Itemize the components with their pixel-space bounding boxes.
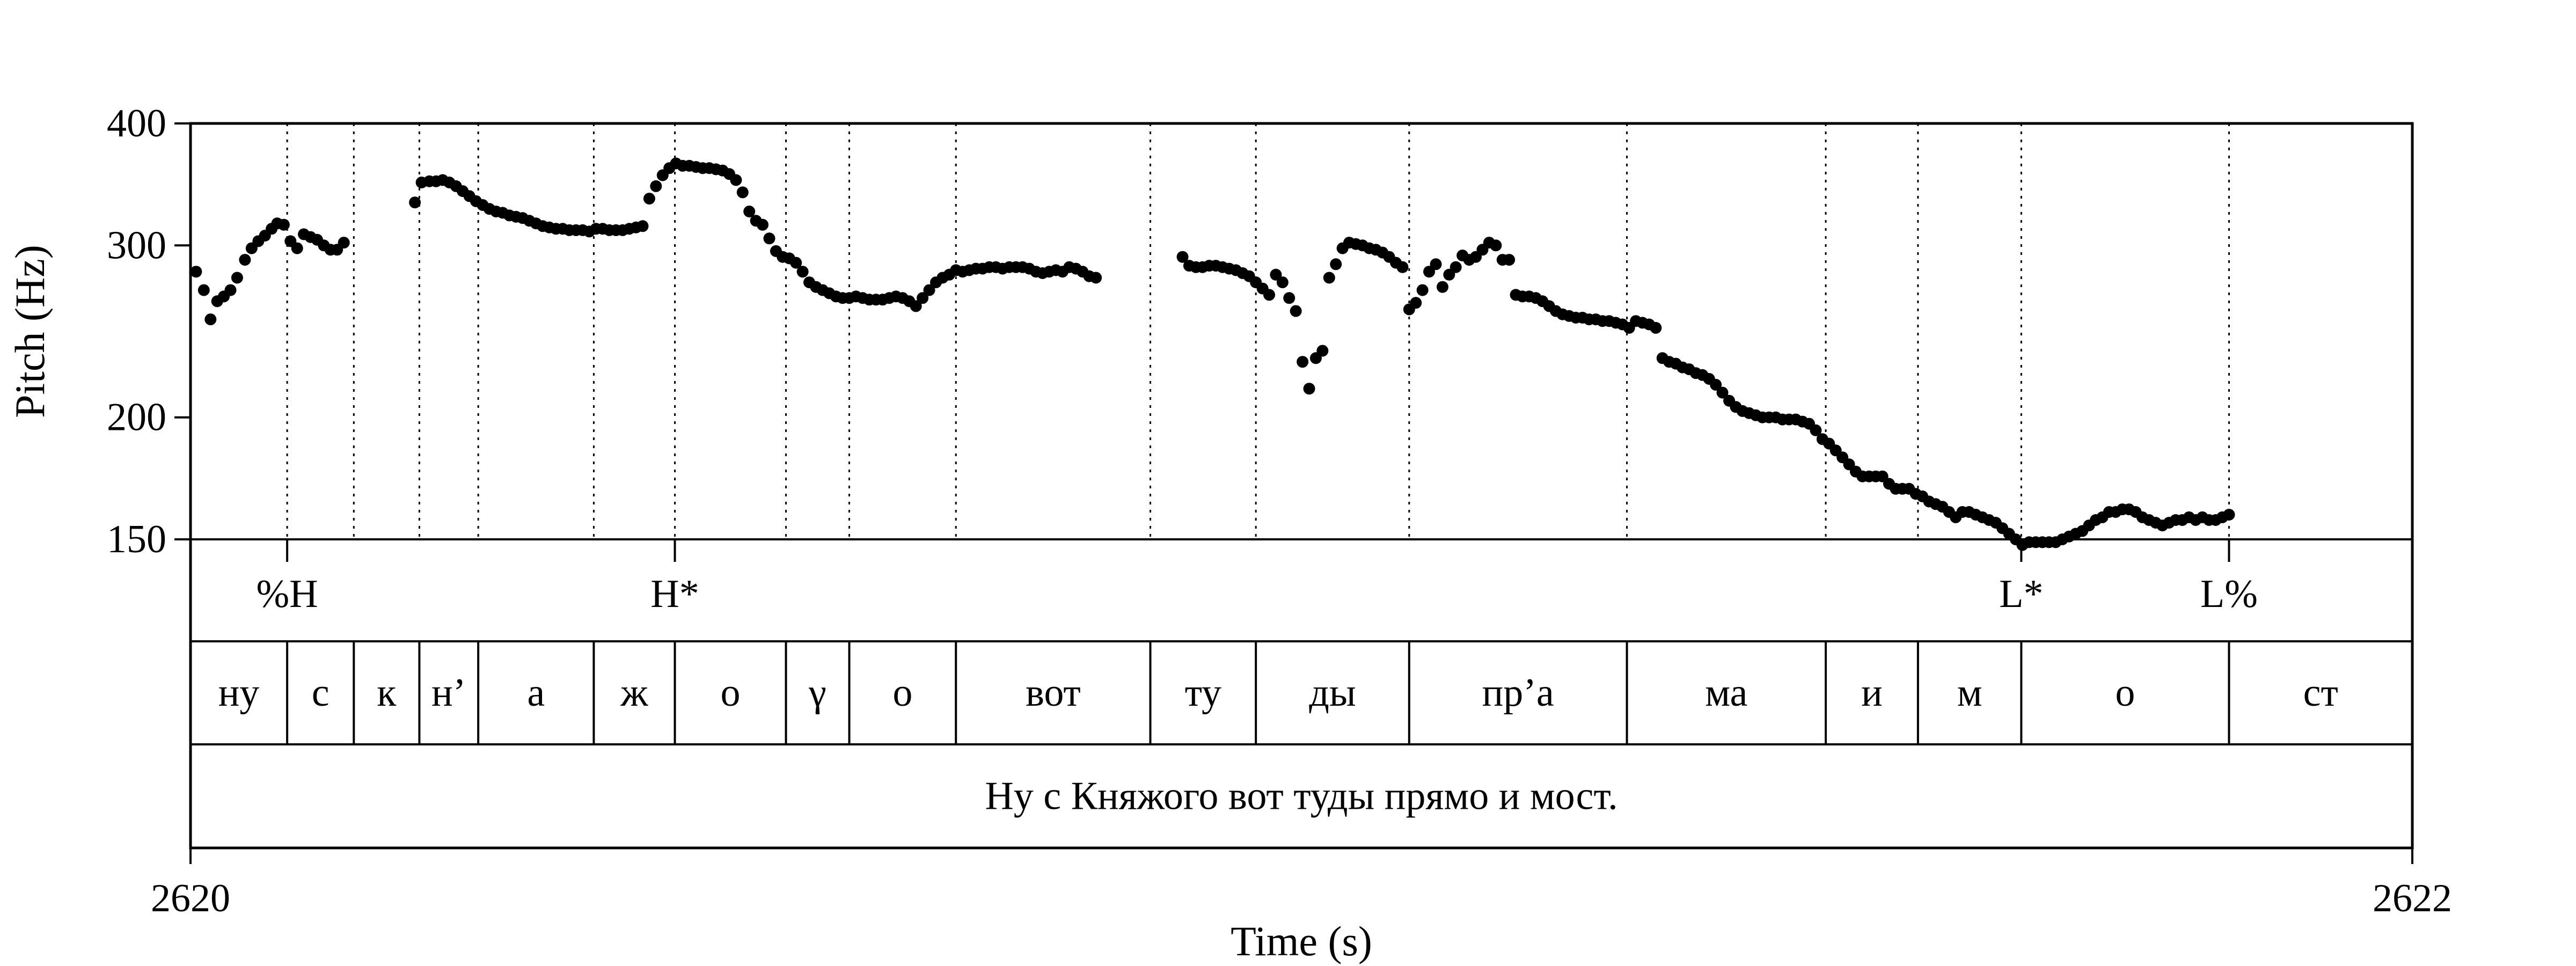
tone-label: L* xyxy=(1999,572,2043,616)
pitch-point xyxy=(277,218,290,231)
pitch-point xyxy=(231,272,243,284)
segment-label: γ xyxy=(808,671,826,715)
segment-label: о xyxy=(2115,671,2135,715)
pitch-point xyxy=(736,186,749,199)
pitch-point xyxy=(2223,509,2235,521)
pitch-point xyxy=(1270,268,1282,281)
pitch-points xyxy=(190,157,2235,551)
segment-label: вот xyxy=(1026,671,1081,715)
pitch-point xyxy=(910,300,922,312)
segment-label: о xyxy=(892,671,912,715)
pitch-point xyxy=(197,284,210,296)
pitch-point xyxy=(917,292,929,304)
pitch-point xyxy=(1290,305,1302,317)
pitch-point xyxy=(409,196,421,209)
pitch-point xyxy=(1503,254,1516,266)
tone-label: %H xyxy=(257,572,318,616)
pitch-point xyxy=(1176,251,1189,263)
pitch-point xyxy=(650,180,662,192)
y-axis-title: Pitch (Hz) xyxy=(6,245,53,418)
pitch-point xyxy=(923,284,935,296)
pitch-point xyxy=(1650,321,1662,334)
pitch-point xyxy=(757,218,769,231)
segment-label: к xyxy=(377,671,397,715)
segment-label: ту xyxy=(1185,671,1221,715)
sentence-tier: Ну с Княжого вот туды прямо и мост. xyxy=(985,774,1618,818)
pitch-point xyxy=(1090,272,1102,284)
y-tick-label: 400 xyxy=(107,101,166,145)
segment-label: ж xyxy=(620,671,648,715)
pitch-point xyxy=(1396,261,1409,273)
pitch-point xyxy=(1316,345,1329,357)
y-axis: 150 200 300 400 xyxy=(107,101,191,561)
plot-frame xyxy=(189,122,2414,850)
x-axis: 2620 2622 Time (s) xyxy=(151,848,2452,964)
pitch-point xyxy=(790,257,802,269)
pitch-point xyxy=(643,193,655,205)
y-tick-label: 200 xyxy=(107,396,166,440)
pitch-point xyxy=(636,220,649,232)
pitch-point xyxy=(743,206,756,218)
pitch-point xyxy=(796,266,809,278)
sentence-label: Ну с Княжого вот туды прямо и мост. xyxy=(985,774,1618,818)
pitch-point xyxy=(1323,272,1335,284)
y-tick-label: 300 xyxy=(107,223,166,267)
y-tick-label: 150 xyxy=(107,517,166,561)
pitch-point xyxy=(1450,261,1462,273)
tone-label: L% xyxy=(2200,572,2258,616)
segment-label: пр’а xyxy=(1482,671,1554,715)
plot-border xyxy=(189,122,2414,850)
segment-boundary-lines xyxy=(286,123,2230,539)
pitch-point xyxy=(204,313,217,326)
pitch-point xyxy=(730,174,742,186)
segment-label: ст xyxy=(2303,671,2338,715)
segment-label: а xyxy=(527,671,545,715)
x-tick-label: 2622 xyxy=(2373,876,2452,920)
tone-tier: %H H* L* L% xyxy=(257,539,2258,616)
pitch-point xyxy=(1716,386,1729,399)
pitch-point xyxy=(1416,284,1429,296)
pitch-point xyxy=(1276,276,1289,289)
segment-tier: ну с к н’ а ж о γ о вот ту ды пр’а ма и м о ст xyxy=(218,641,2338,744)
pitch-point xyxy=(1303,383,1315,395)
pitch-point xyxy=(1297,356,1309,368)
pitch-point xyxy=(291,242,303,254)
pitch-point xyxy=(1436,281,1448,293)
pitch-point xyxy=(1430,258,1442,270)
pitch-point xyxy=(1330,258,1342,270)
x-tick-label: 2620 xyxy=(151,876,230,920)
pitch-point xyxy=(190,266,202,278)
segment-label: ды xyxy=(1309,671,1356,715)
x-axis-title: Time (s) xyxy=(1231,918,1372,964)
pitch-point xyxy=(1490,239,1502,252)
segment-label: ну xyxy=(218,671,260,715)
pitch-point xyxy=(763,232,775,245)
pitch-point xyxy=(1710,378,1722,391)
pitch-point xyxy=(224,284,237,296)
segment-label: ма xyxy=(1705,671,1747,715)
pitch-point xyxy=(239,254,251,266)
pitch-point xyxy=(1410,297,1422,309)
segment-label: с xyxy=(312,671,330,715)
pitch-point xyxy=(1283,292,1296,304)
segment-label: о xyxy=(721,671,741,715)
segment-label: н’ xyxy=(431,671,466,715)
tone-label: H* xyxy=(650,572,699,616)
pitch-point xyxy=(1810,424,1822,436)
pitch-point xyxy=(1263,289,1275,301)
segment-label: м xyxy=(1957,671,1982,715)
segment-label: и xyxy=(1861,671,1883,715)
pitch-point xyxy=(338,237,350,249)
